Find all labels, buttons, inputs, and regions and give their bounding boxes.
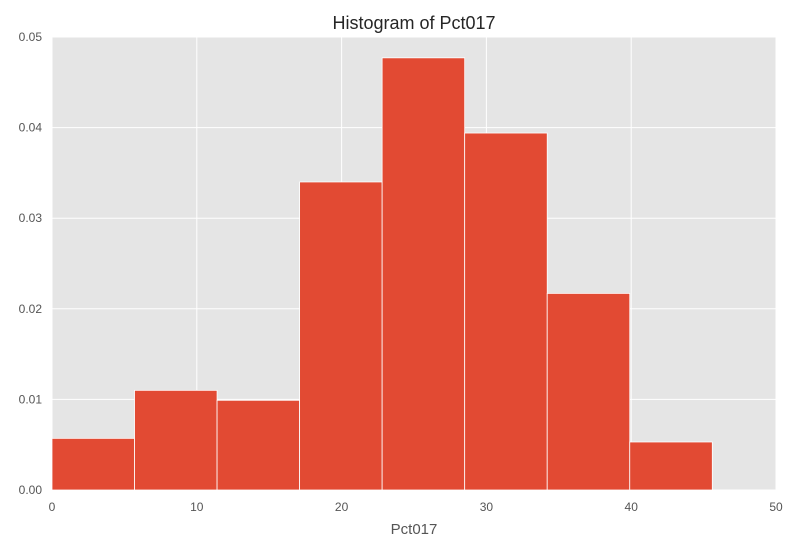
x-tick-label: 20 — [335, 500, 349, 514]
x-axis-label: Pct017 — [391, 521, 438, 538]
histogram-bar-8 — [629, 441, 713, 491]
x-tick-label: 0 — [49, 500, 56, 514]
chart-title: Histogram of Pct017 — [332, 13, 495, 33]
histogram-bar-7 — [546, 292, 631, 491]
histogram-bar-3 — [216, 399, 301, 491]
histogram-bar-4 — [299, 181, 383, 491]
y-tick-label: 0.03 — [19, 211, 43, 225]
y-tick-label: 0.01 — [19, 392, 43, 406]
histogram-bar-2 — [134, 389, 218, 491]
x-tick-label: 30 — [480, 500, 494, 514]
y-tick-label: 0.02 — [19, 302, 43, 316]
histogram-bars — [51, 57, 713, 491]
x-tick-label: 40 — [625, 500, 639, 514]
x-axis-ticks: 0 10 20 30 40 50 — [49, 500, 783, 514]
x-tick-label: 10 — [190, 500, 204, 514]
x-tick-label: 50 — [769, 500, 783, 514]
y-tick-label: 0.04 — [19, 121, 43, 135]
y-tick-label: 0.05 — [19, 30, 43, 44]
histogram-bar-6 — [464, 132, 548, 491]
y-axis-ticks: 0.00 0.01 0.02 0.03 0.04 0.05 — [19, 30, 43, 497]
histogram-bar-1 — [51, 437, 135, 491]
y-tick-label: 0.00 — [19, 483, 43, 497]
histogram-bar-5 — [381, 57, 466, 491]
